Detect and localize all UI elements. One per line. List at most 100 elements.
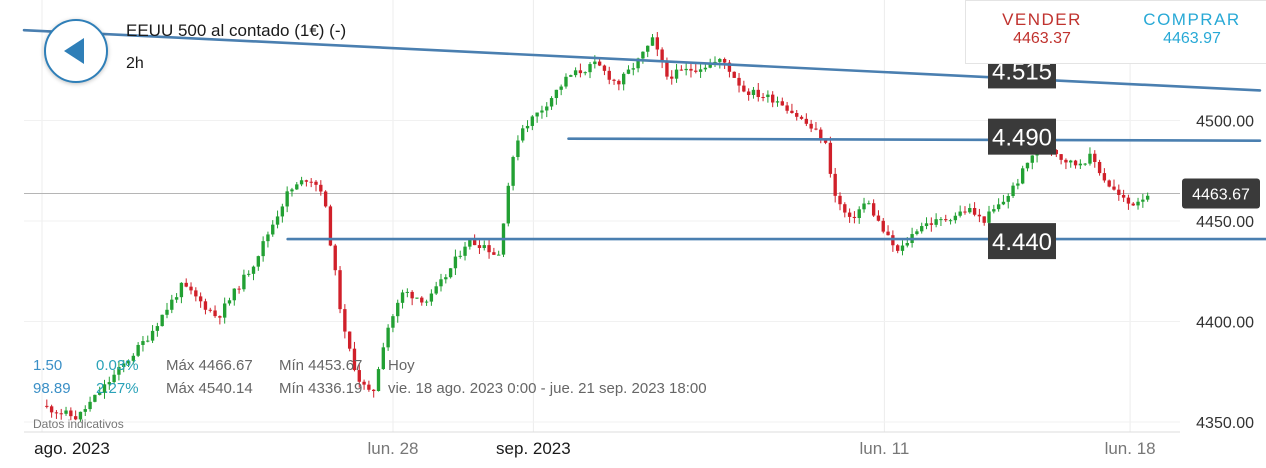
- candle-body: [448, 268, 453, 278]
- back-button[interactable]: [44, 19, 108, 83]
- min-value: Mín 4336.19: [279, 380, 363, 397]
- candle-body: [299, 180, 304, 185]
- candle-body: [819, 129, 823, 140]
- candle-body: [1006, 196, 1010, 202]
- candle-body: [554, 89, 559, 99]
- candle-body: [650, 37, 655, 46]
- candle-body: [420, 297, 424, 303]
- candle-body: [347, 331, 352, 349]
- candle-body: [814, 128, 818, 130]
- candle-body: [521, 128, 525, 141]
- candle-body: [948, 220, 953, 222]
- candle-body: [1059, 154, 1063, 160]
- candle-body: [506, 185, 510, 224]
- candle-body: [453, 256, 458, 269]
- candle-body: [391, 316, 395, 328]
- candle-body: [1011, 185, 1015, 197]
- x-tick-label: lun. 11: [860, 439, 910, 458]
- candle-body: [737, 77, 741, 86]
- period-label: vie. 18 ago. 2023 0:00 - jue. 21 sep. 20…: [388, 380, 707, 397]
- candle-body: [251, 266, 256, 274]
- y-tick-label: 4350.00: [1196, 415, 1254, 432]
- candle-body: [905, 243, 909, 246]
- candle-body: [766, 94, 770, 98]
- candle-body: [684, 68, 688, 71]
- candle-body: [275, 216, 280, 225]
- change-value: 1.50: [33, 357, 63, 374]
- candle-body: [198, 296, 203, 302]
- candle-body: [828, 142, 833, 174]
- candle-body: [405, 291, 410, 293]
- chart-axes: 4500.00 4450.00 4400.00 4350.00 4463.67 ago. …: [34, 114, 1260, 458]
- candle-body: [641, 51, 645, 59]
- candle-body: [545, 106, 549, 111]
- candle-body: [64, 410, 68, 414]
- candle-body: [477, 245, 482, 249]
- candle-body: [756, 89, 760, 98]
- candle-body: [746, 91, 751, 95]
- candle-body: [98, 392, 102, 395]
- candle-body: [410, 291, 414, 299]
- candle-body: [256, 256, 261, 267]
- candle-body: [1107, 180, 1111, 187]
- candle-body: [472, 239, 477, 246]
- candle-body: [1097, 161, 1102, 174]
- candle-body: [602, 65, 607, 71]
- candle-body: [525, 125, 530, 129]
- candle-body: [83, 409, 87, 412]
- candle-body: [636, 58, 640, 69]
- candle-body: [280, 206, 285, 217]
- candle-body: [93, 394, 97, 402]
- disclaimer: Datos indicativos: [33, 417, 124, 431]
- candle-body: [189, 286, 193, 291]
- candle-body: [54, 412, 59, 414]
- level-label: 4.490: [988, 118, 1056, 155]
- candle-body: [482, 245, 486, 249]
- candle-body: [732, 71, 736, 78]
- candle-body: [617, 80, 621, 85]
- candle-body: [69, 410, 73, 417]
- interval-selector[interactable]: 2h: [126, 55, 144, 72]
- candle-body: [1093, 153, 1097, 162]
- candle-body: [578, 70, 583, 74]
- candle-body: [213, 310, 217, 317]
- candle-body: [203, 301, 208, 310]
- candle-body: [626, 69, 631, 74]
- candle-body: [564, 76, 568, 87]
- buy-button[interactable]: COMPRAR 4463.97: [1118, 0, 1266, 64]
- current-price-badge: 4463.67: [1182, 178, 1260, 209]
- candle-body: [1136, 201, 1140, 206]
- candle-body: [660, 49, 664, 62]
- candle-body: [376, 369, 381, 392]
- candle-body: [400, 292, 405, 303]
- candle-body: [516, 140, 520, 158]
- candle-body: [381, 347, 385, 370]
- candle-body: [247, 273, 251, 275]
- y-tick-label: 4500.00: [1196, 114, 1254, 131]
- candle-body: [871, 203, 876, 216]
- candle-body: [242, 274, 246, 290]
- candle-body: [876, 215, 881, 221]
- level-label-text: 4.490: [992, 125, 1052, 152]
- candle-body: [429, 293, 434, 302]
- candle-body: [131, 355, 136, 361]
- candle-body: [771, 94, 775, 103]
- candle-body: [184, 282, 188, 287]
- candle-body: [511, 157, 515, 186]
- candle-body: [271, 224, 275, 235]
- candle-body: [319, 184, 323, 192]
- candle-body: [549, 98, 554, 107]
- candle-body: [1102, 173, 1107, 181]
- candle-body: [588, 64, 592, 73]
- candle-body: [843, 204, 847, 213]
- candle-body: [1025, 162, 1030, 169]
- candle-body: [679, 69, 684, 71]
- candle-body: [208, 309, 212, 311]
- candle-body: [155, 326, 160, 331]
- sell-button[interactable]: VENDER 4463.37: [965, 0, 1119, 64]
- candle-body: [468, 239, 472, 247]
- candle-body: [266, 234, 270, 242]
- candle-body: [694, 70, 698, 72]
- buy-price: 4463.97: [1163, 30, 1221, 47]
